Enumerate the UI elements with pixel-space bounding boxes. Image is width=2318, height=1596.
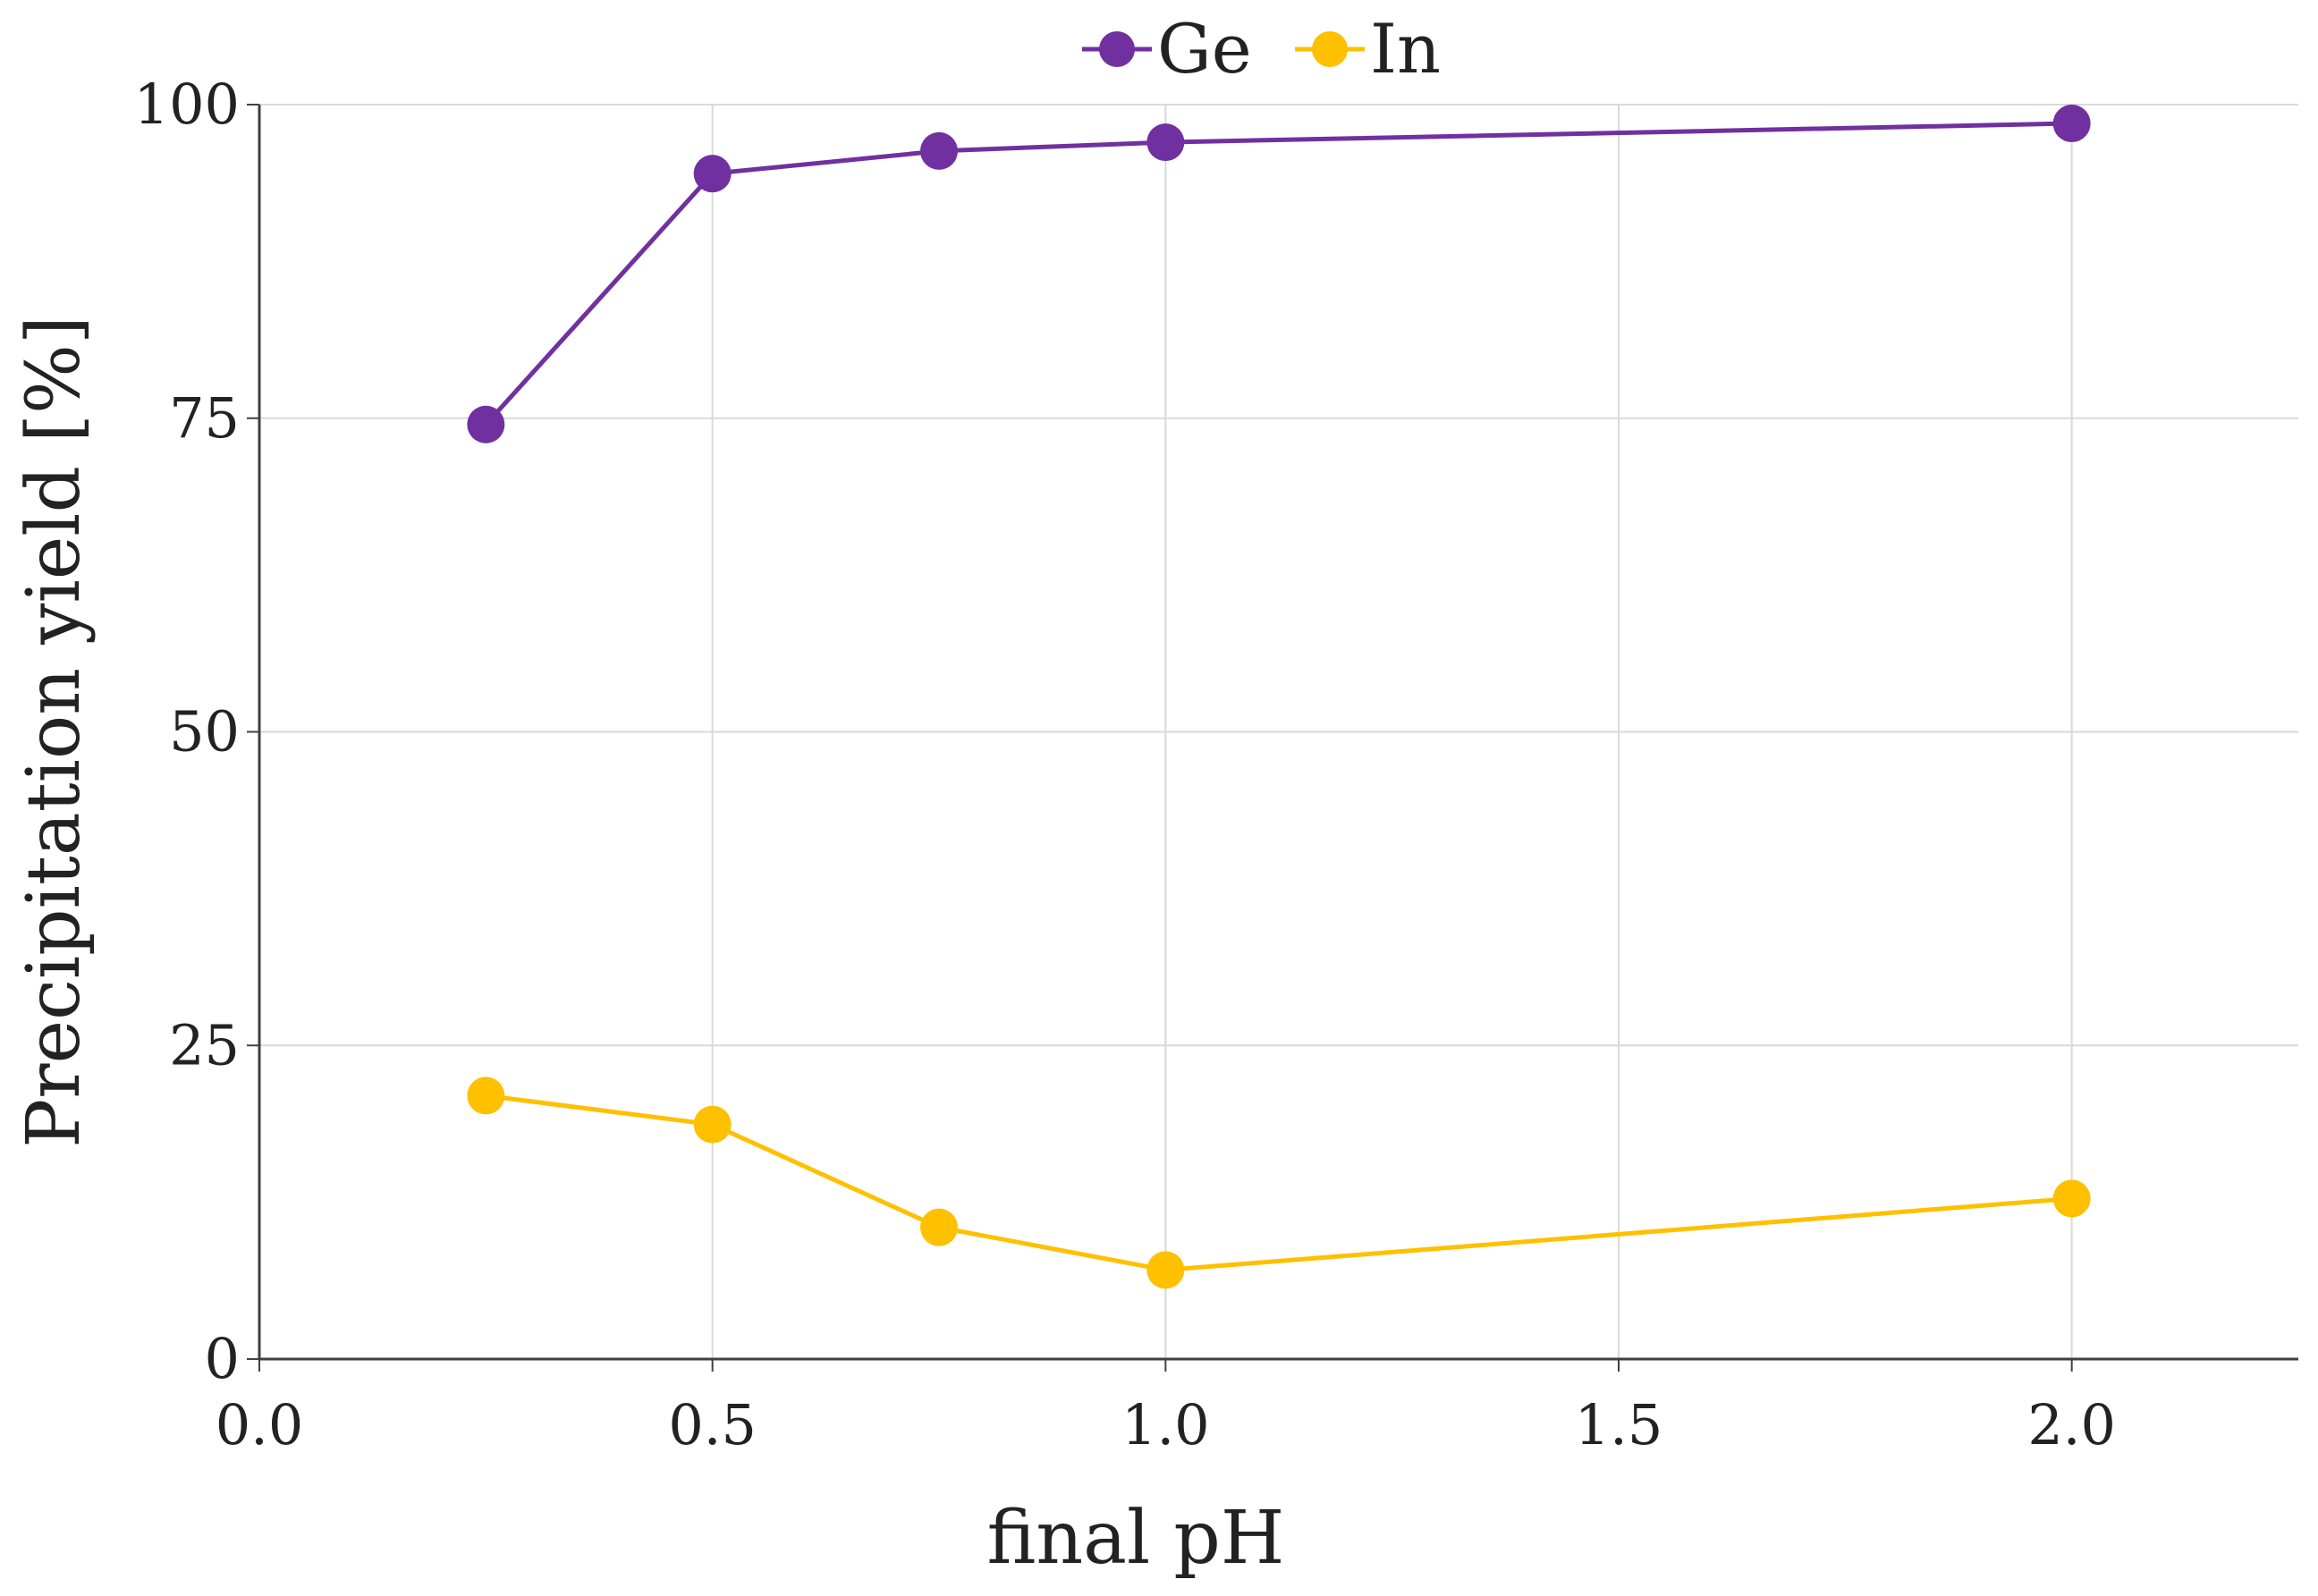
- y-tick-label: 75: [169, 385, 240, 451]
- tick-layer: 0 25 50 75 100 0.0 0.5 1.0 1.5 2.0: [134, 72, 2116, 1457]
- x-axis-title: final pH: [987, 1496, 1285, 1581]
- grid-layer: [259, 104, 2298, 1359]
- data-point-in: [920, 1208, 958, 1246]
- data-point-in: [1146, 1251, 1185, 1289]
- y-axis-title: Precipitation yield [%]: [12, 316, 97, 1148]
- x-tick-label: 0.0: [216, 1392, 304, 1457]
- series-ge: [467, 105, 2091, 443]
- legend: Ge In: [1082, 9, 1441, 89]
- series-in: [467, 1077, 2091, 1289]
- y-tick-label: 25: [169, 1012, 240, 1077]
- x-tick-label: 0.5: [668, 1392, 757, 1457]
- series-layer: [467, 105, 2091, 1289]
- legend-label-ge: Ge: [1157, 9, 1252, 89]
- legend-label-in: In: [1370, 9, 1441, 89]
- data-point-in: [467, 1077, 505, 1115]
- data-point-ge: [2052, 105, 2091, 143]
- data-point-ge: [920, 131, 958, 170]
- data-point-in: [2052, 1179, 2091, 1218]
- x-tick-label: 1.5: [1575, 1392, 1663, 1457]
- legend-marker-ge: [1099, 31, 1135, 67]
- legend-marker-in: [1312, 31, 1348, 67]
- y-tick-label: 50: [169, 699, 240, 764]
- data-point-in: [693, 1105, 732, 1144]
- legend-item-ge: Ge: [1082, 9, 1252, 89]
- y-tick-label: 100: [134, 72, 240, 137]
- y-tick-label: 0: [205, 1326, 240, 1391]
- x-tick-label: 1.0: [1121, 1392, 1210, 1457]
- data-point-ge: [1146, 123, 1185, 162]
- x-tick-label: 2.0: [2027, 1392, 2116, 1457]
- legend-item-in: In: [1295, 9, 1441, 89]
- data-point-ge: [693, 155, 732, 193]
- data-point-ge: [467, 405, 505, 443]
